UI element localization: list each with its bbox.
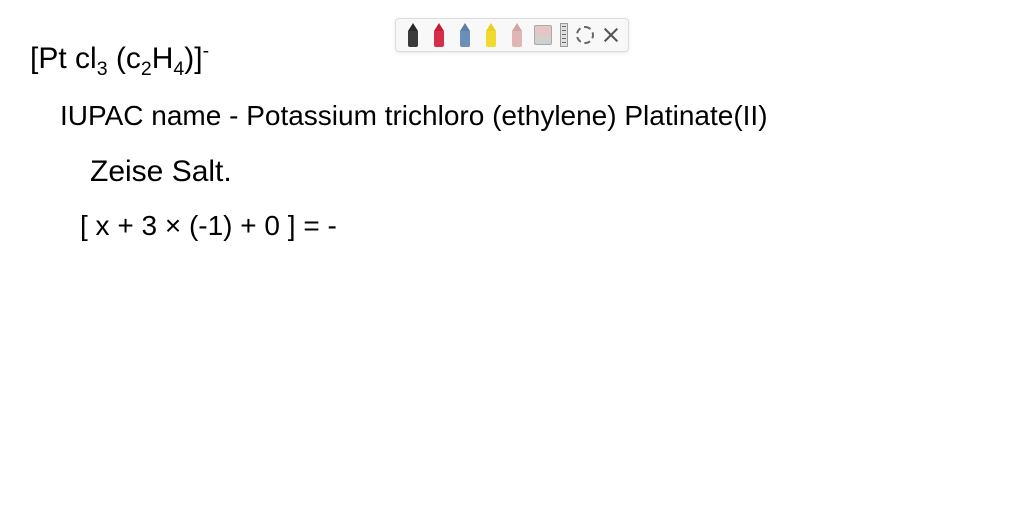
formula-sub: 3 <box>97 58 108 80</box>
drawing-toolbar <box>395 18 629 52</box>
pen-body <box>512 31 522 47</box>
pen-body <box>460 31 470 47</box>
iupac-label: IUPAC name - <box>60 100 246 131</box>
formula-text: H <box>152 42 174 75</box>
close-icon[interactable] <box>602 26 620 44</box>
calculation-line: [ x + 3 × (-1) + 0 ] = - <box>80 210 337 242</box>
pen-tip <box>512 23 522 31</box>
eraser-tool[interactable] <box>534 25 552 45</box>
pen-tip <box>408 23 418 31</box>
iupac-name-line: IUPAC name - Potassium trichloro (ethyle… <box>60 100 768 132</box>
formula-sub: 4 <box>173 58 184 80</box>
formula-text: [Pt cl <box>30 42 97 75</box>
pen-body <box>408 31 418 47</box>
calculation-text: [ x + 3 × (-1) + 0 ] = - <box>80 210 337 241</box>
pen-yellow[interactable] <box>482 23 500 47</box>
chemical-formula: [Pt cl3 (c2H4)]- <box>30 40 209 81</box>
pen-blue[interactable] <box>456 23 474 47</box>
iupac-value: Potassium trichloro (ethylene) Platinate… <box>246 100 767 131</box>
formula-charge: - <box>203 40 210 62</box>
pen-tip <box>486 23 496 31</box>
common-name-line: Zeise Salt. <box>90 155 232 189</box>
pen-tip <box>434 23 444 31</box>
ruler-tool[interactable] <box>560 23 568 47</box>
pen-black[interactable] <box>404 23 422 47</box>
formula-text: )] <box>184 42 202 75</box>
common-name: Zeise Salt. <box>90 155 232 188</box>
pen-body <box>434 31 444 47</box>
lasso-select-icon[interactable] <box>576 26 594 44</box>
formula-sub: 2 <box>141 58 152 80</box>
pen-body <box>486 31 496 47</box>
pen-red[interactable] <box>430 23 448 47</box>
formula-text: (c <box>108 42 141 75</box>
pen-pink[interactable] <box>508 23 526 47</box>
pen-tip <box>460 23 470 31</box>
